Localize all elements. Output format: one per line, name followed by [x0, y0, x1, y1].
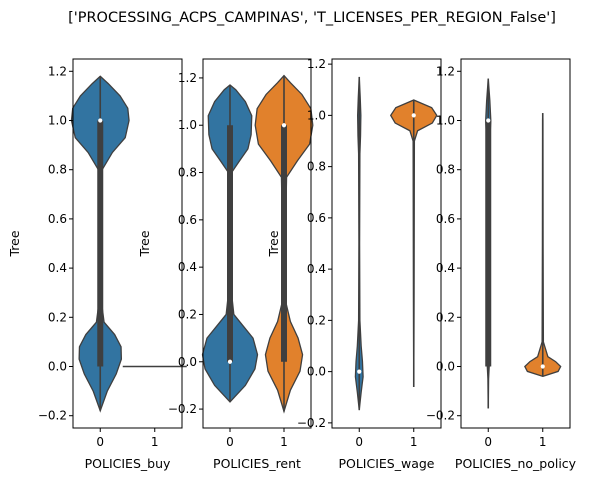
y-tick-label: 0.4: [307, 262, 326, 276]
x-tick-label: 0: [226, 435, 234, 449]
y-tick-label: 0.2: [178, 307, 197, 321]
y-tick-label: 0.2: [307, 313, 326, 327]
subplot-4: −0.2 0.0 0.2 0.4 0.6 0.8 1.0 1.2 0 1 POLICIES_no_p…: [426, 58, 577, 471]
y-tick-label: −0.2: [38, 409, 67, 423]
y-tick-label: 0.2: [48, 310, 67, 324]
violin-median-1: [540, 364, 545, 369]
x-tick-label: 0: [96, 435, 104, 449]
y-tick-label: 0.8: [178, 166, 197, 180]
violin-median-0: [357, 369, 362, 374]
subplot-3: −0.2 0.0 0.2 0.4 0.6 0.8 1.0 1.2 0 1 POLICIES_wage…: [266, 57, 442, 471]
y-tick-label: 0.0: [48, 360, 67, 374]
violin-iqr-box-0: [97, 120, 104, 367]
x-tick-label: 1: [151, 435, 159, 449]
violin-median-0: [98, 118, 103, 123]
violin-iqr-box-0: [227, 125, 233, 362]
x-tick-label: 1: [280, 435, 288, 449]
y-tick-label: 0.0: [436, 360, 455, 374]
y-tick-label: 0.4: [48, 261, 67, 275]
y-tick-label: 0.6: [307, 211, 326, 225]
x-tick-label: 0: [355, 435, 363, 449]
axes-frame: [72, 58, 183, 429]
x-tick-label: 0: [484, 435, 492, 449]
axes-frame: [202, 58, 312, 429]
y-tick-label: 1.2: [436, 64, 455, 78]
x-axis-label: POLICIES_buy: [85, 456, 171, 471]
y-tick-label: 0.6: [178, 213, 197, 227]
axes-frame: [460, 58, 571, 429]
y-tick-label: 1.0: [307, 108, 326, 122]
violin-iqr-box-1: [281, 125, 287, 362]
subplot-grid: −0.2 0.0 0.2 0.4 0.6 0.8 1.0 1.2 0 1 POLICIES_buy T…: [7, 57, 577, 471]
y-tick-label: 1.2: [178, 71, 197, 85]
y-tick-label: −0.2: [297, 416, 326, 430]
y-axis-label: Tree: [266, 230, 281, 257]
y-tick-label: 1.0: [178, 118, 197, 132]
y-tick-label: 0.8: [436, 163, 455, 177]
y-tick-label: 0.8: [48, 163, 67, 177]
violin-median-0: [486, 118, 491, 123]
y-tick-label: 1.2: [48, 64, 67, 78]
x-tick-label: 1: [410, 435, 418, 449]
y-tick-label: 0.0: [307, 365, 326, 379]
figure-title: ['PROCESSING_ACPS_CAMPINAS', 'T_LICENSES…: [68, 10, 556, 26]
y-tick-label: 0.4: [436, 261, 455, 275]
y-tick-label: −0.2: [168, 402, 197, 416]
subplot-1: −0.2 0.0 0.2 0.4 0.6 0.8 1.0 1.2 0 1 POLICIES_buy T…: [7, 58, 187, 471]
axes-frame: [331, 58, 442, 429]
y-tick-label: 0.6: [436, 212, 455, 226]
y-axis-label: Tree: [7, 230, 22, 257]
x-axis-label: POLICIES_wage: [338, 456, 434, 471]
violin-median-1: [411, 113, 416, 118]
violin-iqr-box-0: [485, 120, 492, 367]
y-tick-label: 1.0: [436, 114, 455, 128]
y-tick-label: 0.0: [178, 355, 197, 369]
x-tick-label: 1: [539, 435, 547, 449]
x-axis-label: POLICIES_no_policy: [455, 456, 577, 471]
y-tick-label: 1.0: [48, 114, 67, 128]
violin-median-1: [281, 123, 287, 128]
y-tick-label: 0.4: [178, 260, 197, 274]
y-tick-label: 0.2: [436, 310, 455, 324]
violin-median-0: [227, 359, 233, 364]
y-tick-label: 0.6: [48, 212, 67, 226]
subplot-2: −0.2 0.0 0.2 0.4 0.6 0.8 1.0 1.2 0 1 POLICIES_rent…: [137, 58, 314, 471]
y-tick-label: −0.2: [426, 409, 455, 423]
y-tick-label: 1.2: [307, 57, 326, 71]
x-axis-label: POLICIES_rent: [213, 456, 301, 471]
y-tick-label: 0.8: [307, 160, 326, 174]
y-axis-label: Tree: [137, 230, 152, 257]
